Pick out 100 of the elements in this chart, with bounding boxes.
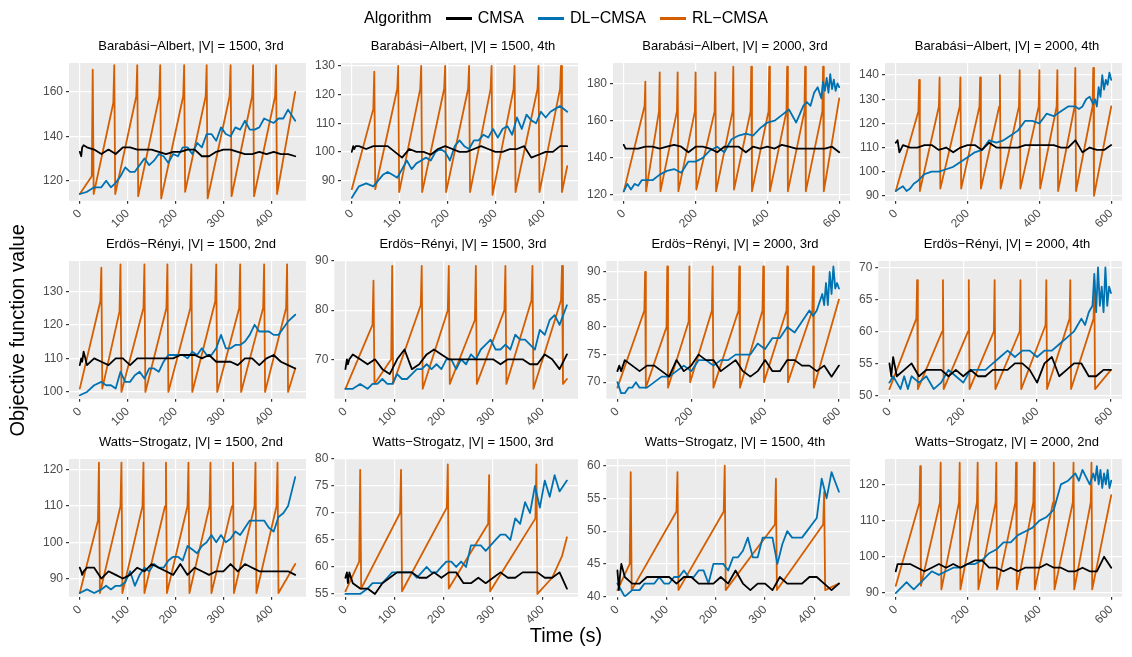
- chart-title: Barabási−Albert, |V| = 2000, 4th: [913, 38, 1101, 54]
- chart-title: Barabási−Albert, |V| = 1500, 4th: [369, 38, 557, 54]
- y-tick-label: 110: [43, 498, 64, 513]
- x-tick-label: 200: [671, 404, 696, 429]
- y-tick-label: 140: [858, 67, 880, 82]
- y-tick-label: 110: [43, 350, 64, 365]
- y-tick-label: 120: [858, 476, 880, 491]
- y-tick-label: 100: [314, 144, 336, 159]
- x-tick-label: 0: [69, 404, 85, 419]
- x-tick-label: 0: [607, 602, 623, 617]
- x-tick-label: 0: [885, 602, 901, 617]
- x-tick-label: 100: [108, 404, 133, 429]
- x-tick-label: 400: [747, 206, 773, 231]
- x-tick-label: 0: [879, 404, 895, 419]
- x-tick-label: 400: [251, 404, 276, 429]
- y-tick-label: 130: [42, 283, 64, 298]
- chart-title: Watts−Strogatz, |V| = 2000, 2nd: [913, 434, 1100, 450]
- x-tick-label: 400: [251, 206, 276, 231]
- x-tick-label: 0: [341, 206, 357, 221]
- x-tick-label: 0: [69, 602, 85, 617]
- y-tick-label: 160: [586, 112, 608, 127]
- x-axis-title: Time (s): [529, 624, 603, 646]
- y-tick-label: 120: [42, 317, 64, 332]
- y-tick-label: 120: [42, 172, 64, 187]
- y-tick-label: 100: [858, 549, 880, 564]
- y-tick-label: 90: [586, 264, 601, 279]
- y-tick-label: 120: [586, 187, 608, 202]
- y-axis-title: Objective function value: [5, 224, 29, 437]
- x-tick-label: 100: [380, 206, 405, 231]
- x-tick-label: 400: [1019, 206, 1045, 231]
- x-tick-label: 400: [1017, 404, 1042, 429]
- y-tick-label: 90: [865, 585, 880, 600]
- y-tick-label: 160: [42, 84, 64, 99]
- x-tick-label: 600: [819, 206, 844, 231]
- y-tick-label: 120: [42, 462, 64, 477]
- x-tick-label: 600: [1091, 404, 1116, 429]
- y-tick-label: 55: [586, 490, 601, 505]
- y-tick-label: 60: [314, 559, 329, 574]
- y-tick-label: 90: [865, 188, 880, 203]
- x-tick-label: 200: [155, 206, 181, 231]
- y-tick-label: 65: [314, 532, 329, 547]
- y-tick-label: 80: [314, 451, 329, 466]
- legend-label: CMSA: [477, 9, 524, 27]
- y-tick-label: 90: [321, 172, 336, 187]
- legend-label: RL−CMSA: [691, 9, 768, 27]
- x-tick-label: 200: [155, 602, 181, 627]
- chart-title: Erdös−Rényi, |V| = 2000, 4th: [922, 236, 1092, 252]
- y-tick-label: 65: [858, 291, 873, 306]
- x-tick-label: 200: [696, 602, 721, 627]
- x-tick-label: 200: [427, 206, 453, 231]
- x-tick-label: 200: [948, 206, 973, 231]
- x-tick-label: 100: [647, 602, 672, 627]
- x-tick-label: 0: [335, 602, 351, 617]
- y-tick-label: 75: [586, 346, 601, 361]
- x-tick-label: 300: [475, 206, 501, 231]
- x-tick-label: 400: [523, 206, 548, 231]
- x-tick-label: 300: [473, 404, 498, 429]
- x-tick-label: 100: [108, 206, 133, 231]
- x-tick-label: 400: [794, 602, 819, 627]
- legend-title: Algorithm: [364, 9, 432, 27]
- chart-title: Watts−Strogatz, |V| = 1500, 3rd: [371, 434, 555, 450]
- x-tick-label: 300: [203, 602, 229, 627]
- x-tick-label: 600: [819, 404, 844, 429]
- y-tick-label: 110: [315, 115, 336, 130]
- x-tick-label: 200: [943, 404, 968, 429]
- chart-title: Barabási−Albert, |V| = 1500, 3rd: [97, 38, 285, 54]
- chart-title: Erdös−Rényi, |V| = 1500, 2nd: [104, 236, 278, 252]
- x-tick-label: 300: [473, 602, 498, 627]
- y-tick-label: 90: [314, 253, 329, 268]
- x-tick-label: 400: [522, 602, 547, 627]
- x-tick-label: 600: [1091, 206, 1116, 231]
- y-tick-label: 55: [314, 586, 329, 601]
- chart-title: Erdös−Rényi, |V| = 1500, 3rd: [378, 236, 548, 252]
- x-tick-label: 200: [948, 602, 973, 627]
- y-tick-label: 50: [586, 523, 601, 538]
- chart-title: Barabási−Albert, |V| = 2000, 3rd: [641, 38, 829, 54]
- y-tick-label: 140: [42, 128, 64, 143]
- x-tick-label: 0: [885, 206, 901, 221]
- y-tick-label: 90: [49, 570, 64, 585]
- y-tick-label: 55: [858, 355, 873, 370]
- y-tick-label: 70: [858, 259, 873, 274]
- y-tick-label: 80: [314, 302, 329, 317]
- x-tick-label: 300: [203, 206, 229, 231]
- x-tick-label: 0: [613, 206, 629, 221]
- y-tick-label: 100: [42, 384, 64, 399]
- x-tick-label: 600: [1091, 602, 1116, 627]
- y-tick-label: 50: [858, 387, 873, 402]
- y-tick-label: 75: [314, 478, 329, 493]
- x-tick-label: 300: [745, 602, 770, 627]
- y-tick-label: 130: [314, 58, 336, 73]
- x-tick-label: 0: [69, 206, 85, 221]
- chart-title: Watts−Strogatz, |V| = 1500, 2nd: [97, 434, 284, 450]
- x-tick-label: 200: [424, 404, 449, 429]
- y-tick-label: 70: [586, 374, 601, 389]
- y-tick-label: 180: [586, 75, 608, 90]
- x-tick-label: 400: [1019, 602, 1045, 627]
- x-tick-label: 200: [155, 404, 181, 429]
- x-tick-label: 200: [424, 602, 449, 627]
- x-tick-label: 100: [375, 602, 400, 627]
- y-tick-label: 120: [858, 115, 880, 130]
